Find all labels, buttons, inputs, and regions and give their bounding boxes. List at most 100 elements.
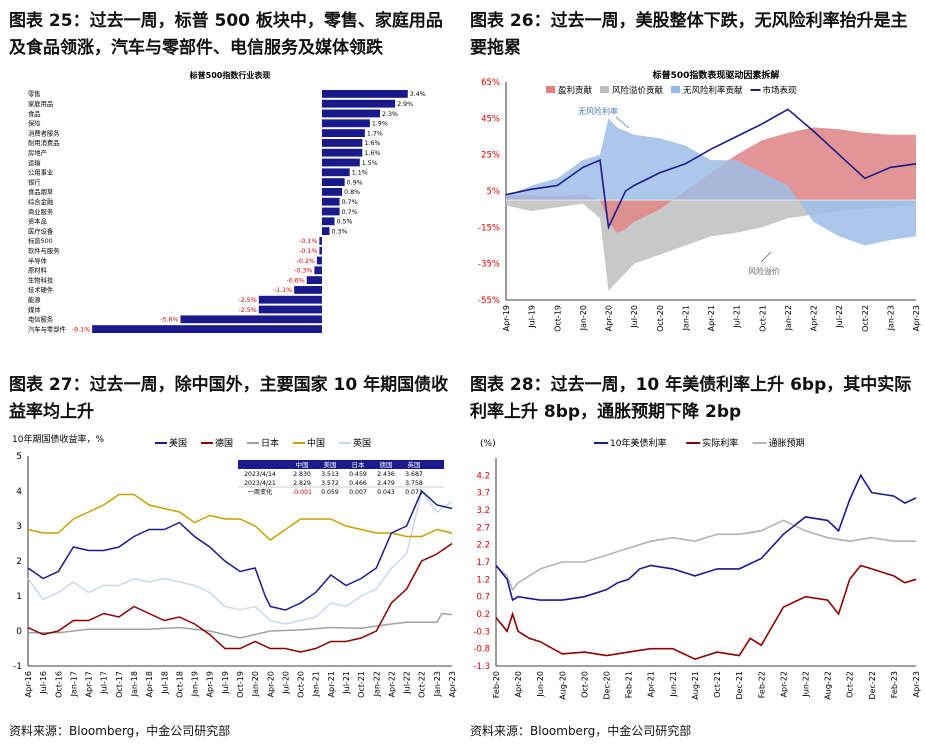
line-日本 <box>28 612 453 639</box>
x-tick-label: Jun-21 <box>669 671 678 698</box>
table-cell: 2.830 <box>293 471 311 478</box>
category-label: 软件与服务 <box>28 246 60 255</box>
x-tick-label: Apr-23 <box>912 671 921 697</box>
table-cell: 2.829 <box>293 480 311 487</box>
y-tick-label: 4.2 <box>476 471 490 481</box>
value-label: 0.8% <box>344 189 360 196</box>
legend-label: 通胀预期 <box>769 438 805 449</box>
bar <box>321 99 396 108</box>
x-tick-label: Dec-20 <box>603 671 612 700</box>
x-tick-label: Apr-18 <box>145 671 154 697</box>
x-tick-label: Jan-22 <box>784 305 793 331</box>
y-tick-label: 0 <box>16 627 22 637</box>
value-label: 0.9% <box>347 179 363 186</box>
value-label: -2.5% <box>239 297 257 304</box>
table-header: 英国 <box>408 460 421 469</box>
category-label: 技术硬件 <box>28 285 53 294</box>
category-label: 运输 <box>28 158 41 167</box>
value-label: -5.6% <box>160 317 178 324</box>
line-英国 <box>27 489 453 625</box>
x-tick-label: Oct-22 <box>861 305 870 332</box>
y-tick-label: 5 <box>16 452 22 462</box>
x-tick-label: Apr-16 <box>24 671 33 697</box>
bar <box>321 217 335 226</box>
chart-27: 10年期国债收益率，% 5 4 3 2 1 0 -1 美国 德国 日本 中国 英国 中国 美国 日本 德国 英国 2… <box>0 428 460 716</box>
category-label: 医疗设备 <box>28 226 54 235</box>
table-header-bg <box>238 460 444 469</box>
x-tick-label: Oct-21 <box>713 671 722 698</box>
x-tick-label: Jan-22 <box>372 671 381 697</box>
x-tick-label: Apr-21 <box>707 305 716 331</box>
bar <box>321 227 330 235</box>
x-tick-label: Oct-20 <box>580 671 589 698</box>
category-label: 能源 <box>28 295 41 304</box>
value-label: 1.7% <box>367 130 383 137</box>
table-cell: 一周变化 <box>248 488 273 496</box>
legend-label: 盈利贡献 <box>558 85 593 96</box>
bar <box>314 266 322 275</box>
annotation-risk-free: 无风险利率 <box>578 106 618 116</box>
bar <box>321 207 340 216</box>
annotation-arrow <box>615 116 630 129</box>
source-note-right: 资料来源：Bloomberg，中金公司研究部 <box>470 724 692 738</box>
y-tick-label: 1 <box>16 592 22 602</box>
y-tick-label: 1.7 <box>476 558 490 568</box>
value-label: 0.7% <box>342 199 358 206</box>
table-cell: 3.758 <box>405 480 423 487</box>
x-tick-label: Jul-21 <box>733 305 742 329</box>
bar <box>321 119 370 128</box>
value-label: 1.5% <box>362 160 378 167</box>
x-tick-label: Jul-21 <box>342 671 351 695</box>
value-label: -1.1% <box>274 287 292 294</box>
annotation-arrow <box>760 251 772 263</box>
x-tick-label: Feb-23 <box>890 671 899 698</box>
chart-26: 65% 45% 25% 5% -15% -35% -55% 标普500指数表现驱动因素拆解 盈利… <box>466 62 925 342</box>
value-label: -0.3% <box>294 268 312 275</box>
table-cell: 0.071 <box>405 489 423 496</box>
category-label: 耐用消费品 <box>28 138 59 147</box>
chart-28: (%) 4.2 3.7 3.2 2.7 2.2 1.7 1.2 0.7 0.2 -0.3 -0.8 -1… <box>466 428 925 716</box>
bar <box>319 237 322 245</box>
bar <box>306 276 322 284</box>
y-tick-label: -1 <box>13 662 22 672</box>
bar <box>294 286 322 294</box>
table-cell: 0.043 <box>377 489 395 496</box>
value-label: -0.1% <box>299 238 317 245</box>
x-tick-label: Apr-20 <box>266 671 275 697</box>
category-label: 公用事业 <box>28 168 53 177</box>
annotation-risk-premium: 风险溢价 <box>748 266 780 276</box>
legend-label: 英国 <box>353 437 371 449</box>
table-cell: 2.479 <box>377 480 395 487</box>
chart-25-title: 图表 25：过去一周，标普 500 板块中，零售、家庭用品及食品领涨，汽车与零部… <box>9 11 443 58</box>
x-tick-label: Aug-20 <box>558 671 567 700</box>
x-tick-label: Apr-21 <box>647 671 656 697</box>
table-cell: 3.513 <box>321 471 339 478</box>
bar <box>319 246 322 255</box>
y-tick-label: 0.2 <box>476 610 490 620</box>
legend-swatch <box>546 86 555 93</box>
x-tick-label: Apr-20 <box>605 305 614 331</box>
bar <box>180 315 322 324</box>
legend-swatch <box>600 86 609 93</box>
table-cell: 3.572 <box>321 480 339 487</box>
bar <box>321 109 381 118</box>
x-tick-label: Jul-19 <box>528 305 537 329</box>
y-tick-label: -0.8 <box>473 645 490 655</box>
x-tick-label: Jan-19 <box>191 671 200 697</box>
x-tick-label: Jan-23 <box>433 671 442 697</box>
table-cell: 0.459 <box>349 471 367 478</box>
y-tick-label: 0.7 <box>476 593 490 603</box>
table-cell: -0.001 <box>292 489 312 496</box>
table-cell: 2023/4/21 <box>244 480 276 487</box>
bar <box>321 139 363 147</box>
value-label: -9.1% <box>72 326 90 333</box>
bar <box>258 295 322 304</box>
x-tick-label: Oct-17 <box>115 671 124 698</box>
y-tick-label: 1.2 <box>476 575 490 585</box>
area-无风险利率贡献 <box>506 118 916 246</box>
x-tick-label: Oct-22 <box>846 671 855 698</box>
category-label: 家庭用品 <box>28 99 53 108</box>
x-tick-label: Oct-22 <box>418 671 427 698</box>
y-tick-label: 3.2 <box>476 506 490 516</box>
chart-26-inner-title: 标普500指数表现驱动因素拆解 <box>652 69 780 81</box>
